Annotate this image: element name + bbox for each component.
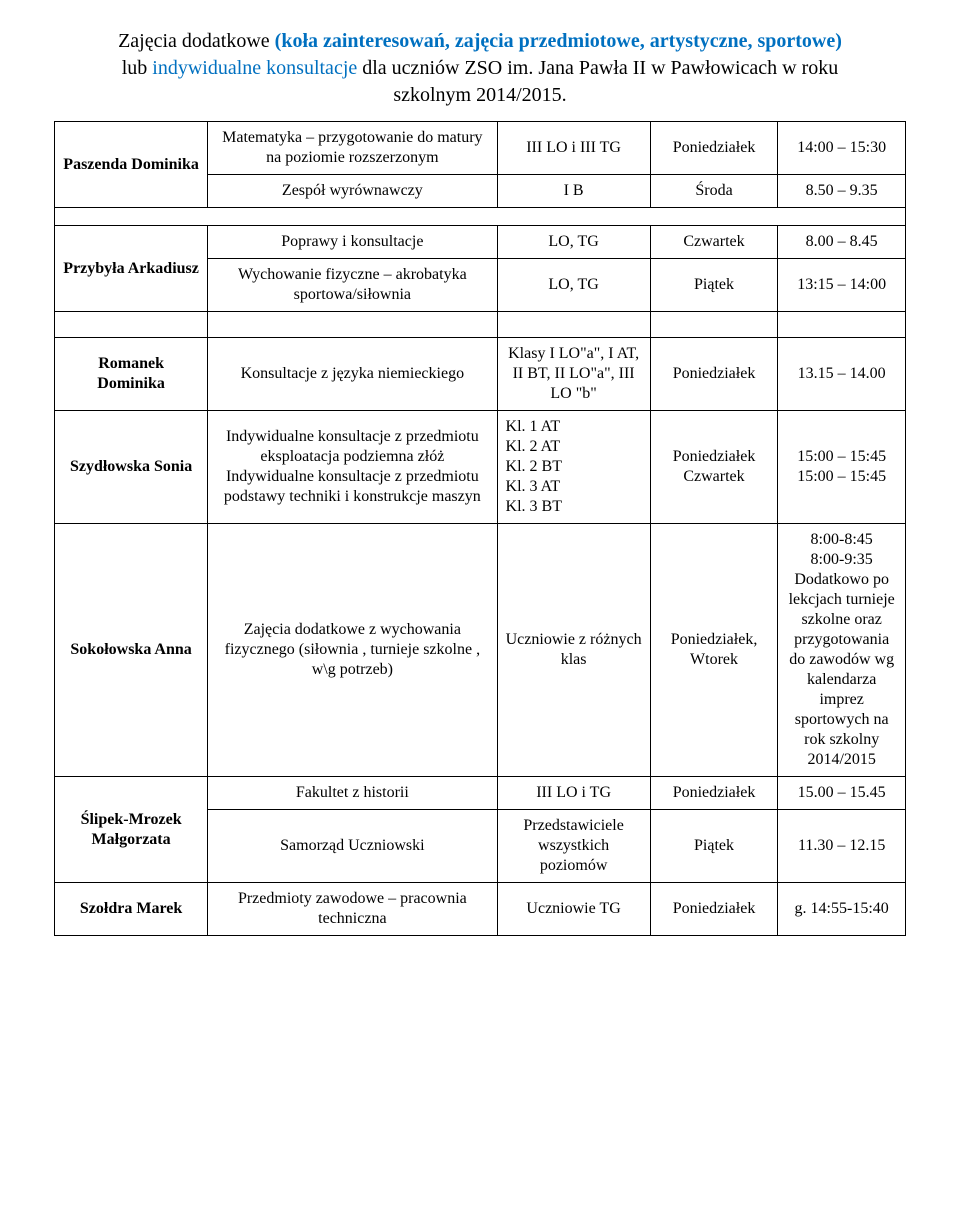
day-cell: Poniedziałek <box>650 883 778 936</box>
subject-cell: Fakultet z historii <box>208 777 497 810</box>
empty-row <box>55 312 906 338</box>
time-cell: 13:15 – 14:00 <box>778 259 906 312</box>
page-title: Zajęcia dodatkowe (koła zainteresowań, z… <box>54 28 906 109</box>
group-cell: Uczniowie TG <box>497 883 650 936</box>
title-part5b: szkolnym 2014/2015. <box>393 84 566 106</box>
table-row: Szołdra Marek Przedmioty zawodowe – prac… <box>55 883 906 936</box>
subject-cell: Poprawy i konsultacje <box>208 226 497 259</box>
table-row: Paszenda Dominika Matematyka – przygotow… <box>55 122 906 175</box>
group-cell: III LO i TG <box>497 777 650 810</box>
time-cell: g. 14:55-15:40 <box>778 883 906 936</box>
day-cell: Poniedziałek Czwartek <box>650 411 778 524</box>
teacher-name: Ślipek-Mrozek Małgorzata <box>55 777 208 883</box>
time-cell: 11.30 – 12.15 <box>778 810 906 883</box>
day-cell: Środa <box>650 175 778 208</box>
table-row: Romanek Dominika Konsultacje z języka ni… <box>55 338 906 411</box>
group-cell: I B <box>497 175 650 208</box>
time-cell: 8.00 – 8.45 <box>778 226 906 259</box>
title-part2: (koła zainteresowań, zajęcia przedmiotow… <box>275 30 842 52</box>
group-cell: Klasy I LO"a", I AT, II BT, II LO"a", II… <box>497 338 650 411</box>
group-cell: LO, TG <box>497 259 650 312</box>
title-part1: Zajęcia dodatkowe <box>118 30 275 52</box>
title-part5a: dla uczniów ZSO im. Jana Pawła II w Pawł… <box>362 57 838 79</box>
spacer-row <box>55 208 906 226</box>
subject-cell: Indywidualne konsultacje z przedmiotu ek… <box>208 411 497 524</box>
table-row: Sokołowska Anna Zajęcia dodatkowe z wych… <box>55 524 906 777</box>
day-cell: Poniedziałek <box>650 122 778 175</box>
subject-cell: Przedmioty zawodowe – pracownia technicz… <box>208 883 497 936</box>
group-cell: LO, TG <box>497 226 650 259</box>
time-cell: 15.00 – 15.45 <box>778 777 906 810</box>
day-cell: Poniedziałek <box>650 338 778 411</box>
table-row: Ślipek-Mrozek Małgorzata Fakultet z hist… <box>55 777 906 810</box>
time-cell: 8:00-8:45 8:00-9:35 Dodatkowo po lekcjac… <box>778 524 906 777</box>
schedule-table: Paszenda Dominika Matematyka – przygotow… <box>54 121 906 936</box>
group-cell: Przedstawiciele wszystkich poziomów <box>497 810 650 883</box>
day-cell: Poniedziałek <box>650 777 778 810</box>
group-cell: III LO i III TG <box>497 122 650 175</box>
time-cell: 14:00 – 15:30 <box>778 122 906 175</box>
table-row: Przybyła Arkadiusz Poprawy i konsultacje… <box>55 226 906 259</box>
subject-cell: Zajęcia dodatkowe z wychowania fizyczneg… <box>208 524 497 777</box>
day-cell: Poniedziałek, Wtorek <box>650 524 778 777</box>
time-cell: 13.15 – 14.00 <box>778 338 906 411</box>
teacher-name: Przybyła Arkadiusz <box>55 226 208 312</box>
title-part3: lub <box>122 57 153 79</box>
group-cell: Kl. 1 AT Kl. 2 AT Kl. 2 BT Kl. 3 AT Kl. … <box>497 411 650 524</box>
group-cell: Uczniowie z różnych klas <box>497 524 650 777</box>
time-cell: 15:00 – 15:45 15:00 – 15:45 <box>778 411 906 524</box>
day-cell: Czwartek <box>650 226 778 259</box>
time-cell: 8.50 – 9.35 <box>778 175 906 208</box>
subject-cell: Zespół wyrównawczy <box>208 175 497 208</box>
subject-cell: Matematyka – przygotowanie do matury na … <box>208 122 497 175</box>
day-cell: Piątek <box>650 810 778 883</box>
teacher-name: Paszenda Dominika <box>55 122 208 208</box>
teacher-name: Sokołowska Anna <box>55 524 208 777</box>
subject-cell: Samorząd Uczniowski <box>208 810 497 883</box>
title-part4: indywidualne konsultacje <box>152 57 362 79</box>
teacher-name: Szołdra Marek <box>55 883 208 936</box>
teacher-name: Szydłowska Sonia <box>55 411 208 524</box>
document-page: Zajęcia dodatkowe (koła zainteresowań, z… <box>0 0 960 976</box>
table-row: Szydłowska Sonia Indywidualne konsultacj… <box>55 411 906 524</box>
teacher-name: Romanek Dominika <box>55 338 208 411</box>
subject-cell: Wychowanie fizyczne – akrobatyka sportow… <box>208 259 497 312</box>
subject-cell: Konsultacje z języka niemieckiego <box>208 338 497 411</box>
day-cell: Piątek <box>650 259 778 312</box>
